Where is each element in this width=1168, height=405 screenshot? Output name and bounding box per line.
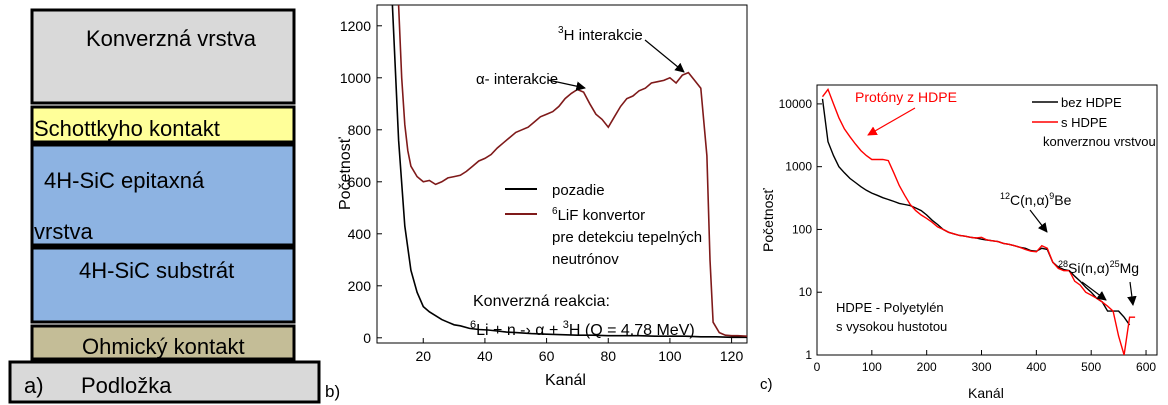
chart-c-xtick-label: 100: [862, 360, 882, 374]
chart-b-legend-lif-line3: neutrónov: [552, 251, 619, 268]
chart-b-xtick-label: 20: [415, 348, 431, 364]
layer-ohmicky-kontakt-label: Ohmický kontakt: [82, 334, 245, 359]
chart-c-arrow-silicon-2: [1127, 281, 1137, 306]
panel-c-letter: c): [760, 376, 773, 393]
chart-b-xtick-label: 80: [600, 348, 616, 364]
chart-b-reaction-equation: 6Li + n -› α + 3H (Q = 4.78 MeV): [470, 319, 695, 339]
chart-c-annotation-carbon: 12C(n,α)9Be: [1000, 191, 1072, 208]
layer-4h-sic-epitaxna-label: 4H-SiC epitaxná: [44, 168, 205, 193]
chart-b-ytick-label: 200: [348, 278, 372, 294]
chart-b-legend-lif-line2: pre detekciu tepelných: [552, 229, 702, 246]
chart-c-ytick-label: 1: [805, 348, 812, 362]
chart-c-annotation-protony: Protóny z HDPE: [855, 89, 957, 105]
layer-podlozka: [8, 360, 321, 404]
chart-b-arrow-tritium: [644, 39, 685, 73]
chart-c: 0 100 200 300 400 500 600 1 10 100 1000 10000 Kanál…: [760, 84, 1158, 401]
chart-c-legend-s-line2: konverznou vrstvou: [1043, 134, 1156, 149]
chart-b-series: [391, 5, 747, 339]
chart-c-arrow-protony: [867, 107, 916, 136]
chart-c-annotation-silicon: 28Si(n,α)25Mg: [1058, 259, 1139, 276]
panel-b-letter: b): [325, 382, 340, 401]
chart-b-ytick-label: 1200: [340, 18, 371, 34]
chart-c-ytick-label: 10000: [779, 97, 813, 111]
layer-konverzna-vrstva-label: Konverzná vrstva: [86, 26, 257, 51]
layer-4h-sic-substrat: [30, 246, 296, 324]
chart-b-arrow-alpha: [547, 79, 586, 91]
chart-c-xlabel: Kanál: [968, 385, 1004, 401]
chart-b-ytick-label: 400: [348, 226, 372, 242]
chart-c-xtick-label: 200: [917, 360, 937, 374]
chart-b-xtick-label: 60: [539, 348, 555, 364]
chart-b-series-line-0: [391, 5, 747, 339]
chart-b-xtick-label: 40: [477, 348, 493, 364]
layer-4h-sic-epitaxna-label2: vrstva: [34, 219, 93, 244]
chart-b-annotation-alpha: α- interakcie: [476, 71, 558, 88]
chart-c-xtick-label: 600: [1136, 360, 1156, 374]
chart-c-xtick-label: 0: [814, 360, 821, 374]
chart-b-xlabel: Kanál: [545, 372, 586, 389]
chart-c-arrow-carbon: [1029, 209, 1048, 233]
chart-c-ytick-label: 10: [799, 285, 813, 299]
chart-b-legend-lif: 6LiF konvertor: [552, 206, 645, 224]
chart-b-plot-area: [376, 4, 748, 344]
layer-4h-sic-epitaxna: [30, 143, 296, 247]
layer-konverzna-vrstva: [30, 8, 296, 105]
chart-c-xtick-label: 500: [1081, 360, 1101, 374]
chart-b-xtick-label: 100: [658, 348, 682, 364]
chart-c-arrow-silicon-1: [1081, 281, 1107, 301]
layer-schottkyho-kontakt: [30, 105, 296, 144]
chart-b-ytick-label: 0: [363, 330, 371, 346]
chart-c-ytick-label: 100: [792, 222, 812, 236]
chart-c-legend-s: s HDPE: [1061, 115, 1108, 130]
chart-c-series-line-1: [821, 87, 1136, 355]
chart-b-legend-pozadie: pozadie: [552, 182, 605, 199]
chart-b-ytick-label: 800: [348, 122, 372, 138]
panel-a-layer-stack: Konverzná vrstva Schottkyho kontakt 4H-S…: [8, 8, 321, 404]
chart-b-series-line-1: [397, 5, 747, 337]
chart-c-note-line2: s vysokou hustotou: [836, 319, 947, 334]
layer-ohmicky-kontakt: [30, 324, 296, 361]
panel-a-letter: a): [24, 373, 44, 398]
chart-b-ytick-label: 600: [348, 174, 372, 190]
chart-b-ylabel: Početnosť: [337, 136, 354, 210]
chart-b-annotation-tritium: 3H interakcie: [558, 25, 643, 44]
chart-c-ticks: 0 100 200 300 400 500 600 1 10 100 1000 10000: [779, 97, 1157, 374]
chart-c-xtick-label: 300: [972, 360, 992, 374]
layer-podlozka-label: Podložka: [81, 373, 172, 398]
layer-4h-sic-substrat-label: 4H-SiC substrát: [79, 258, 234, 283]
chart-b-xtick-label: 120: [720, 348, 744, 364]
chart-c-plot-area: [816, 84, 1158, 356]
chart-c-note-line1: HDPE - Polyetylén: [836, 300, 944, 315]
chart-c-xtick-label: 400: [1026, 360, 1046, 374]
chart-c-legend-bez: bez HDPE: [1061, 95, 1122, 110]
chart-c-series-line-0: [821, 98, 1131, 326]
chart-c-ytick-label: 1000: [785, 160, 812, 174]
chart-b-reaction-title: Konverzná reakcia:: [473, 293, 610, 310]
chart-c-ylabel: Početnosť: [760, 188, 776, 252]
chart-c-series: [821, 87, 1136, 355]
layer-schottkyho-kontakt-label: Schottkyho kontakt: [34, 116, 220, 141]
chart-b-ytick-label: 1000: [340, 70, 371, 86]
